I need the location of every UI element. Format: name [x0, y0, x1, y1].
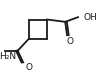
Text: O: O: [66, 37, 73, 46]
Text: O: O: [25, 63, 32, 72]
Text: H₂N: H₂N: [0, 52, 17, 61]
Text: OH: OH: [83, 13, 97, 22]
